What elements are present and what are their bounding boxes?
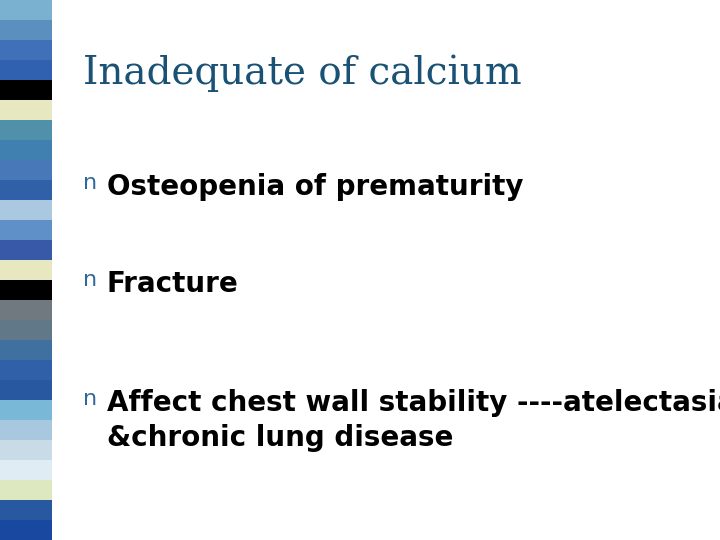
Bar xyxy=(0,120,52,140)
Bar xyxy=(0,420,52,440)
Bar xyxy=(0,80,52,100)
Bar xyxy=(0,520,52,540)
Text: Inadequate of calcium: Inadequate of calcium xyxy=(83,54,521,91)
Bar xyxy=(0,100,52,120)
Bar xyxy=(0,180,52,200)
Bar xyxy=(0,440,52,460)
Bar xyxy=(0,20,52,40)
Bar xyxy=(0,300,52,320)
Bar xyxy=(0,460,52,480)
Bar xyxy=(0,160,52,180)
Bar xyxy=(0,380,52,400)
Bar xyxy=(0,60,52,80)
Bar xyxy=(0,400,52,420)
Text: n: n xyxy=(83,270,97,290)
Bar xyxy=(0,40,52,60)
Text: n: n xyxy=(83,173,97,193)
Text: Affect chest wall stability ----atelectasia
&chronic lung disease: Affect chest wall stability ----atelecta… xyxy=(107,389,720,453)
Bar xyxy=(0,220,52,240)
Text: n: n xyxy=(83,389,97,409)
Bar xyxy=(0,320,52,340)
Bar xyxy=(0,500,52,520)
Bar xyxy=(0,260,52,280)
Bar xyxy=(0,280,52,300)
Bar xyxy=(0,140,52,160)
Bar xyxy=(0,0,52,20)
Bar xyxy=(0,480,52,500)
Text: Fracture: Fracture xyxy=(107,270,238,298)
Bar xyxy=(0,200,52,220)
Bar xyxy=(0,340,52,360)
Bar xyxy=(0,240,52,260)
Bar xyxy=(0,360,52,380)
Text: Osteopenia of prematurity: Osteopenia of prematurity xyxy=(107,173,523,201)
